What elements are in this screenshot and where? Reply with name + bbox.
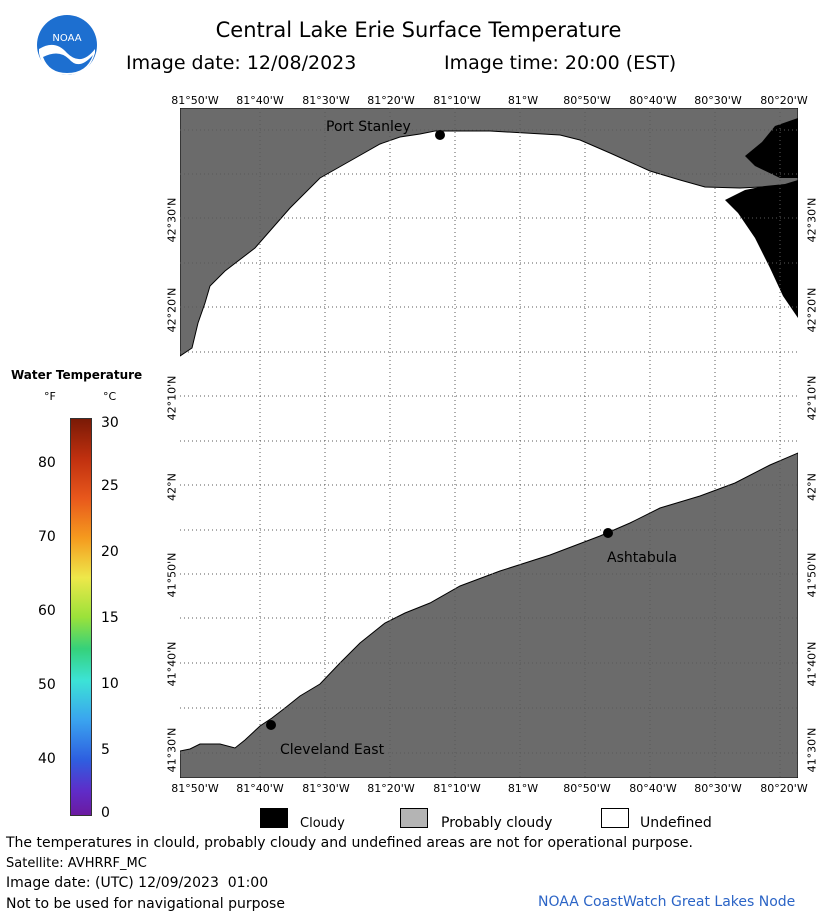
fahrenheit-tick: 70: [38, 529, 56, 545]
port-stanley-marker: [435, 130, 445, 140]
south-shore-land: [180, 452, 798, 778]
lat-tick-right: 41°50'N: [805, 552, 819, 598]
fahrenheit-tick: 80: [38, 455, 56, 471]
lake-map: Port Stanley Ashtabula Cleveland East: [180, 108, 798, 778]
celsius-tick: 0: [101, 805, 110, 821]
image-date: Image date: 12/08/2023: [126, 52, 357, 74]
navigation-note: Not to be used for navigational purpose: [6, 896, 285, 912]
lon-tick-bottom: 80°30'W: [694, 782, 742, 795]
cloudy-area: [725, 180, 798, 318]
temperature-color-bar: [70, 418, 92, 816]
lat-tick-left: 41°50'N: [165, 552, 179, 598]
satellite-text: Satellite: AVHRRF_MC: [6, 856, 147, 871]
fahrenheit-tick: 40: [38, 751, 56, 767]
north-shore-land: [180, 108, 798, 357]
ashtabula-label: Ashtabula: [607, 550, 677, 566]
legend-unit-c: °C: [103, 390, 117, 403]
undefined-swatch: [601, 808, 629, 828]
lat-tick-right: 42°10'N: [805, 375, 819, 421]
lat-tick-left: 42°30'N: [165, 197, 179, 243]
lon-tick-top: 80°20'W: [760, 94, 808, 107]
lat-tick-left: 41°40'N: [165, 641, 179, 687]
lon-tick-top: 81°10'W: [433, 94, 481, 107]
lon-tick-top: 81°W: [507, 94, 539, 107]
lat-tick-left: 42°10'N: [165, 375, 179, 421]
cloudy-swatch: [260, 808, 288, 828]
lon-tick-top: 81°30'W: [302, 94, 350, 107]
legend-unit-f: °F: [44, 390, 56, 403]
cleveland-east-label: Cleveland East: [280, 742, 385, 758]
lon-tick-top: 81°40'W: [236, 94, 284, 107]
celsius-tick: 10: [101, 676, 119, 692]
lon-tick-bottom: 81°30'W: [302, 782, 350, 795]
noaa-logo: NOAA: [35, 13, 99, 77]
lat-tick-left: 41°30'N: [165, 727, 179, 773]
noaa-logo-icon: NOAA: [37, 15, 97, 75]
probably-cloudy-label: Probably cloudy: [441, 815, 553, 831]
lon-tick-bottom: 80°50'W: [563, 782, 611, 795]
lat-tick-right: 42°20'N: [805, 287, 819, 333]
lon-tick-bottom: 81°50'W: [171, 782, 219, 795]
lat-tick-right: 41°40'N: [805, 641, 819, 687]
celsius-tick: 5: [101, 742, 110, 758]
page-title: Central Lake Erie Surface Temperature: [215, 18, 622, 42]
lon-tick-top: 81°20'W: [367, 94, 415, 107]
lon-tick-top: 80°30'W: [694, 94, 742, 107]
lon-tick-bottom: 81°10'W: [433, 782, 481, 795]
celsius-tick: 15: [101, 610, 119, 626]
node-credit: NOAA CoastWatch Great Lakes Node: [538, 894, 796, 910]
cloudy-area-small: [745, 118, 798, 178]
lon-tick-bottom: 81°40'W: [236, 782, 284, 795]
fahrenheit-tick: 60: [38, 603, 56, 619]
cleveland-east-marker: [266, 720, 276, 730]
cloudy-label: Cloudy: [300, 816, 345, 831]
lat-tick-left: 42°20'N: [165, 287, 179, 333]
probably-cloudy-swatch: [400, 808, 428, 828]
logo-text: NOAA: [52, 33, 81, 44]
legend-title: Water Temperature: [11, 368, 143, 382]
lat-tick-right: 42°N: [805, 473, 819, 501]
lon-tick-top: 81°50'W: [171, 94, 219, 107]
ashtabula-marker: [603, 528, 613, 538]
image-time: Image time: 20:00 (EST): [444, 52, 677, 74]
disclaimer-text: The temperatures in clould, probably clo…: [6, 835, 693, 851]
port-stanley-label: Port Stanley: [326, 119, 411, 135]
celsius-tick: 20: [101, 544, 119, 560]
utc-date-text: Image date: (UTC) 12/09/2023 01:00: [6, 875, 269, 891]
lon-tick-bottom: 80°40'W: [629, 782, 677, 795]
lon-tick-bottom: 81°W: [507, 782, 539, 795]
lat-tick-right: 41°30'N: [805, 727, 819, 773]
celsius-tick: 25: [101, 478, 119, 494]
fahrenheit-tick: 50: [38, 677, 56, 693]
graticule: [180, 108, 798, 778]
lon-tick-top: 80°50'W: [563, 94, 611, 107]
lon-tick-bottom: 80°20'W: [760, 782, 808, 795]
undefined-label: Undefined: [640, 815, 712, 831]
lat-tick-right: 42°30'N: [805, 197, 819, 243]
celsius-tick: 30: [101, 415, 119, 431]
lat-tick-left: 42°N: [165, 473, 179, 501]
lon-tick-bottom: 81°20'W: [367, 782, 415, 795]
lon-tick-top: 80°40'W: [629, 94, 677, 107]
